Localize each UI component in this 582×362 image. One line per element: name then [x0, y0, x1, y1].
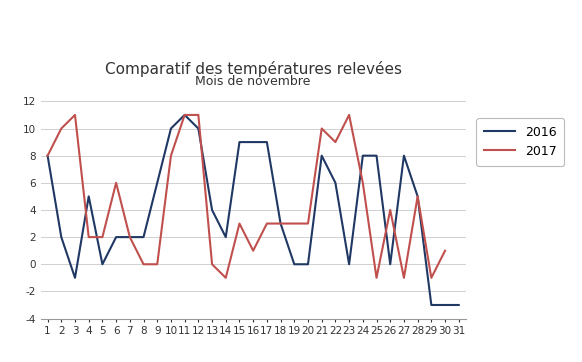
2017 [236, 222, 243, 226]
2016 [332, 181, 339, 185]
2017 [414, 194, 421, 198]
2017 [386, 208, 393, 212]
2016 [386, 262, 393, 266]
2017 [346, 113, 353, 117]
2016 [414, 194, 421, 198]
2016 [140, 235, 147, 239]
2016 [154, 181, 161, 185]
2016 [304, 262, 311, 266]
2016 [442, 303, 449, 307]
2016 [113, 235, 120, 239]
2016 [58, 235, 65, 239]
2017 [44, 153, 51, 158]
2017 [250, 248, 257, 253]
2017 [332, 140, 339, 144]
2017 [400, 276, 407, 280]
2017 [168, 153, 175, 158]
2017 [72, 113, 79, 117]
Line: 2017: 2017 [48, 115, 445, 278]
2017 [291, 222, 298, 226]
2017 [85, 235, 92, 239]
2016 [99, 262, 106, 266]
Line: 2016: 2016 [48, 115, 459, 305]
Text: Mois de novembre: Mois de novembre [196, 75, 311, 88]
2017 [154, 262, 161, 266]
Title: Comparatif des températures relevées: Comparatif des températures relevées [105, 60, 402, 77]
2017 [113, 181, 120, 185]
2017 [318, 126, 325, 131]
Legend: 2016, 2017: 2016, 2017 [476, 118, 564, 166]
2016 [236, 140, 243, 144]
2017 [264, 222, 271, 226]
2016 [455, 303, 462, 307]
2017 [373, 276, 380, 280]
2017 [208, 262, 215, 266]
2016 [346, 262, 353, 266]
2017 [428, 276, 435, 280]
2016 [44, 153, 51, 158]
2017 [126, 235, 133, 239]
2016 [318, 153, 325, 158]
2017 [359, 181, 366, 185]
2016 [85, 194, 92, 198]
2016 [373, 153, 380, 158]
2016 [400, 153, 407, 158]
2017 [195, 113, 202, 117]
2017 [99, 235, 106, 239]
2017 [140, 262, 147, 266]
2017 [442, 248, 449, 253]
2017 [181, 113, 188, 117]
2016 [250, 140, 257, 144]
2017 [304, 222, 311, 226]
2016 [291, 262, 298, 266]
2017 [58, 126, 65, 131]
2016 [72, 276, 79, 280]
2016 [208, 208, 215, 212]
2016 [181, 113, 188, 117]
2016 [277, 222, 284, 226]
2016 [359, 153, 366, 158]
2016 [428, 303, 435, 307]
2016 [195, 126, 202, 131]
2016 [222, 235, 229, 239]
2016 [126, 235, 133, 239]
2016 [168, 126, 175, 131]
2017 [277, 222, 284, 226]
2017 [222, 276, 229, 280]
2016 [264, 140, 271, 144]
